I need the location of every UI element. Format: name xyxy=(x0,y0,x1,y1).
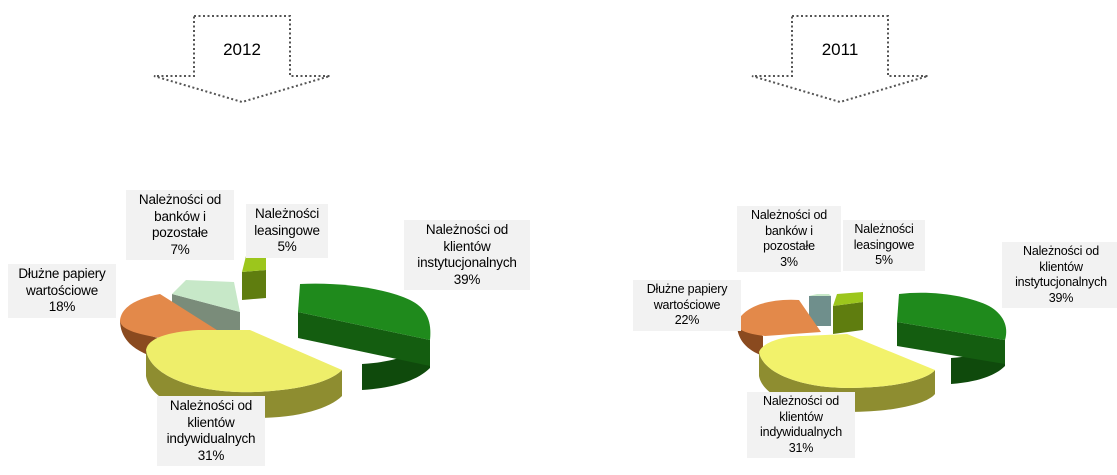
data-label-debt-securities: Dłużne papiery wartościowe 18% xyxy=(8,264,116,318)
year-arrow-2011: 2011 xyxy=(746,0,934,104)
year-arrow-2012: 2012 xyxy=(148,0,336,104)
year-label: 2011 xyxy=(821,40,859,59)
pie-chart-2011: Należności od klientów instytucjonalnych… xyxy=(577,190,1117,475)
data-label-leasing: Należności leasingowe 5% xyxy=(246,204,328,258)
pie-slice-institutional xyxy=(897,292,1007,384)
pie-slice-leasing xyxy=(242,254,266,300)
data-label-institutional: Należności od klientów instytucjonalnych… xyxy=(404,220,530,290)
data-label-banks-other: Należności od banków i pozostałe 7% xyxy=(126,190,234,260)
data-label-individual: Należności od klientów indywidualnych 31… xyxy=(747,392,855,458)
pie-slice-banks-other xyxy=(172,280,240,338)
data-label-banks-other: Należności od banków i pozostałe 3% xyxy=(737,206,841,272)
pie-slice-leasing xyxy=(833,292,863,334)
data-label-institutional: Należności od klientów instytucjonalnych… xyxy=(1002,242,1117,308)
pie-slice-banks-other xyxy=(809,294,831,326)
pie-2012-graphic xyxy=(120,254,431,419)
data-label-individual: Należności od klientów indywidualnych 31… xyxy=(157,396,265,466)
pie-slice-debt-securities xyxy=(737,299,821,356)
data-label-leasing: Należności leasingowe 5% xyxy=(843,220,925,271)
pie-chart-2012: Należności od klientów instytucjonalnych… xyxy=(0,190,540,475)
year-label: 2012 xyxy=(223,40,261,59)
data-label-debt-securities: Dłużne papiery wartościowe 22% xyxy=(633,280,741,331)
pie-slice-institutional xyxy=(298,283,431,390)
